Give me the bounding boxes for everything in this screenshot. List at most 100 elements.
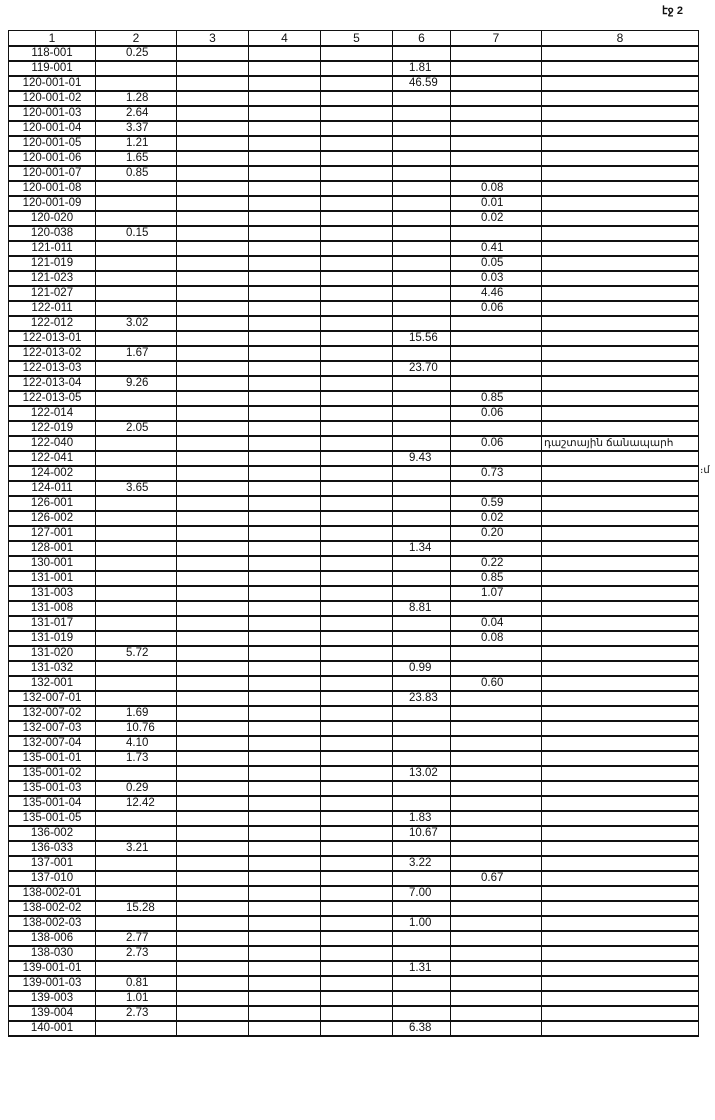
table-cell xyxy=(176,240,249,257)
table-row: 120-038 0.15 xyxy=(8,225,699,242)
column-header: 5 xyxy=(320,30,393,47)
table-cell xyxy=(392,780,451,797)
parcel-code-cell: 132-007-02 xyxy=(8,705,96,722)
table-cell xyxy=(320,105,393,122)
parcel-code-cell: 120-001-07 xyxy=(8,165,96,182)
table-cell xyxy=(248,825,321,842)
table-cell xyxy=(320,315,393,332)
table-cell xyxy=(541,765,699,782)
table-row: 131-001 0.85 xyxy=(8,570,699,587)
parcel-code-cell: 122-019 xyxy=(8,420,96,437)
table-cell xyxy=(176,120,249,137)
table-row: 131-017 0.04 xyxy=(8,615,699,632)
table-cell xyxy=(392,480,451,497)
parcel-code-cell: 120-001-03 xyxy=(8,105,96,122)
table-cell xyxy=(450,795,542,812)
parcel-code-cell: 120-001-06 xyxy=(8,150,96,167)
table-cell xyxy=(95,435,177,452)
parcel-code-cell: 120-001-09 xyxy=(8,195,96,212)
table-cell xyxy=(392,465,451,482)
table-cell xyxy=(392,240,451,257)
table-cell xyxy=(248,45,321,62)
parcel-code-cell: 131-019 xyxy=(8,630,96,647)
table-cell xyxy=(541,330,699,347)
table-row: 122-040 0.06 դաշտային ճանապարհ xyxy=(8,435,699,452)
table-cell: 3.37 xyxy=(95,120,177,137)
table-cell xyxy=(392,210,451,227)
table-cell: 1.65 xyxy=(95,150,177,167)
table-cell xyxy=(176,345,249,362)
parcel-code-cell: 122-041 xyxy=(8,450,96,467)
table-cell xyxy=(248,705,321,722)
table-row: 120-001-07 0.85 xyxy=(8,165,699,182)
table-cell xyxy=(541,225,699,242)
table-cell xyxy=(176,270,249,287)
table-cell: 0.81 xyxy=(95,975,177,992)
table-cell xyxy=(392,135,451,152)
table-cell xyxy=(320,930,393,947)
table-cell xyxy=(248,75,321,92)
table-cell xyxy=(176,150,249,167)
table-cell xyxy=(450,540,542,557)
table-cell xyxy=(95,495,177,512)
table-cell: 0.59 xyxy=(450,495,542,512)
table-cell xyxy=(450,90,542,107)
table-cell: 0.85 xyxy=(450,390,542,407)
table-cell xyxy=(176,435,249,452)
parcel-code-cell: 139-001-03 xyxy=(8,975,96,992)
table-cell xyxy=(392,390,451,407)
table-cell xyxy=(450,840,542,857)
table-cell xyxy=(176,90,249,107)
table-cell xyxy=(176,495,249,512)
table-cell xyxy=(95,825,177,842)
table-cell xyxy=(541,660,699,677)
table-row: 135-001-03 0.29 xyxy=(8,780,699,797)
table-cell: 1.83 xyxy=(392,810,451,827)
table-cell xyxy=(176,135,249,152)
table-cell xyxy=(248,495,321,512)
table-cell: 0.04 xyxy=(450,615,542,632)
table-cell xyxy=(95,690,177,707)
parcel-code-cell: 120-038 xyxy=(8,225,96,242)
table-cell xyxy=(450,45,542,62)
table-cell xyxy=(392,720,451,737)
parcel-code-cell: 132-007-04 xyxy=(8,735,96,752)
table-cell: 0.67 xyxy=(450,870,542,887)
parcel-code-cell: 139-001-01 xyxy=(8,960,96,977)
table-cell: 0.06 xyxy=(450,405,542,422)
column-header: 4 xyxy=(248,30,321,47)
table-cell xyxy=(392,795,451,812)
table-cell xyxy=(450,1020,542,1037)
table-cell xyxy=(176,945,249,962)
table-cell xyxy=(450,765,542,782)
table-cell xyxy=(248,90,321,107)
parcel-code-cell: 124-011 xyxy=(8,480,96,497)
table-cell: 0.20 xyxy=(450,525,542,542)
table-row: 131-008 8.81 xyxy=(8,600,699,617)
table-cell xyxy=(392,405,451,422)
table-cell xyxy=(95,465,177,482)
table-row: 122-013-03 23.70 xyxy=(8,360,699,377)
table-cell: 4.46 xyxy=(450,285,542,302)
table-cell: 1.00 xyxy=(392,915,451,932)
table-cell xyxy=(176,330,249,347)
table-row: 132-007-02 1.69 xyxy=(8,705,699,722)
table-cell: 0.01 xyxy=(450,195,542,212)
table-cell: 2.73 xyxy=(95,1005,177,1022)
table-cell xyxy=(392,105,451,122)
table-cell xyxy=(248,135,321,152)
table-cell xyxy=(248,735,321,752)
table-cell: 46.59 xyxy=(392,75,451,92)
parcel-code-cell: 127-001 xyxy=(8,525,96,542)
table-cell xyxy=(320,690,393,707)
table-cell xyxy=(541,780,699,797)
table-cell xyxy=(248,570,321,587)
table-cell: 4.10 xyxy=(95,735,177,752)
table-row: 126-002 0.02 xyxy=(8,510,699,527)
table-cell xyxy=(541,1005,699,1022)
table-cell: 23.83 xyxy=(392,690,451,707)
table-cell xyxy=(248,345,321,362)
table-row: 135-001-02 13.02 xyxy=(8,765,699,782)
table-cell xyxy=(541,450,699,467)
table-row: 136-033 3.21 xyxy=(8,840,699,857)
